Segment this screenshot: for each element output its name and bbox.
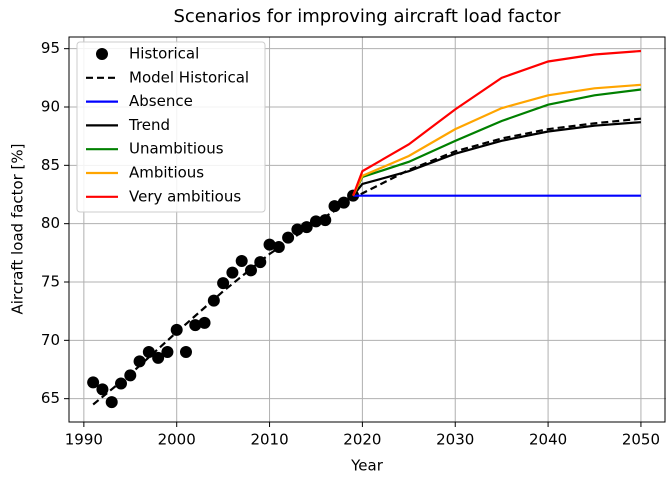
chart-title: Scenarios for improving aircraft load fa… — [173, 6, 561, 27]
y-tick-label: 75 — [41, 273, 60, 291]
data-point — [170, 323, 183, 336]
data-point — [263, 238, 276, 251]
data-point — [114, 377, 127, 390]
data-point — [87, 376, 100, 389]
data-point — [319, 214, 332, 227]
legend-label: Trend — [128, 116, 170, 134]
legend-box — [76, 41, 266, 213]
data-point — [133, 355, 146, 368]
series-line — [352, 83, 642, 197]
data-point — [161, 346, 174, 358]
data-point — [300, 221, 313, 234]
x-tick-label: 2000 — [158, 431, 196, 449]
data-point — [337, 196, 350, 209]
legend: Historical Model Historical Absence Trend Un… — [76, 41, 266, 213]
y-tick-label: 90 — [41, 98, 60, 116]
x-tick-label: 2030 — [436, 431, 474, 449]
y-tick-label: 80 — [41, 214, 60, 232]
series-line — [352, 121, 642, 197]
data-point — [152, 351, 165, 364]
legend-label: Absence — [129, 92, 193, 110]
legend-label: Very ambitious — [129, 187, 241, 205]
data-point — [198, 316, 211, 329]
data-point — [235, 255, 248, 267]
x-tick-label: 2010 — [250, 431, 288, 449]
data-point — [179, 346, 192, 358]
series-line — [352, 49, 642, 197]
legend-label: Model Historical — [129, 68, 249, 86]
x-tick-label: 1990 — [65, 431, 103, 449]
series-line — [352, 88, 642, 197]
x-tick-label: 2040 — [529, 431, 567, 449]
data-point — [96, 383, 109, 396]
plot-frame — [68, 36, 666, 423]
x-tick-label: 2050 — [622, 431, 660, 449]
data-point — [217, 277, 230, 290]
x-axis-label: Year — [350, 457, 384, 475]
series-line — [92, 117, 642, 406]
legend-label: Historical — [129, 45, 199, 63]
data-point — [226, 266, 239, 279]
x-tick-label: 2020 — [343, 431, 381, 449]
legend-label: Unambitious — [129, 140, 224, 158]
y-tick-label: 85 — [41, 156, 60, 174]
y-tick-label: 95 — [41, 39, 60, 57]
legend-label: Ambitious — [129, 164, 204, 182]
data-point — [142, 346, 155, 358]
data-point — [105, 396, 118, 409]
y-tick-label: 70 — [41, 331, 60, 349]
data-point — [189, 319, 202, 332]
y-axis-label: Aircraft load factor [%] — [9, 143, 27, 314]
legend-marker — [96, 48, 108, 60]
y-tick-label: 65 — [41, 389, 60, 407]
